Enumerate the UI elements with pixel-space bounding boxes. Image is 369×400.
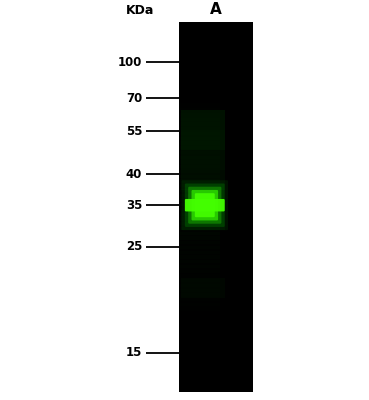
FancyBboxPatch shape: [185, 199, 225, 212]
Bar: [180, 293, 220, 301]
Bar: [180, 75, 220, 83]
Bar: [180, 265, 220, 273]
Text: 100: 100: [118, 56, 142, 68]
Bar: [180, 312, 220, 320]
FancyBboxPatch shape: [195, 193, 215, 217]
Bar: [180, 232, 220, 240]
Bar: [180, 203, 220, 211]
Bar: [180, 94, 220, 102]
Bar: [180, 132, 220, 140]
Bar: [180, 151, 220, 159]
Bar: [179, 22, 253, 392]
Bar: [180, 142, 220, 150]
Bar: [180, 303, 220, 311]
Bar: [180, 84, 220, 92]
FancyBboxPatch shape: [181, 278, 225, 298]
Bar: [180, 80, 220, 88]
FancyBboxPatch shape: [182, 180, 228, 230]
Bar: [180, 170, 220, 178]
Bar: [180, 288, 220, 296]
Bar: [180, 279, 220, 287]
Bar: [180, 260, 220, 268]
Bar: [180, 298, 220, 306]
Bar: [180, 241, 220, 249]
Bar: [180, 137, 220, 145]
Bar: [180, 255, 220, 263]
Bar: [180, 104, 220, 112]
Bar: [180, 113, 220, 121]
Bar: [180, 274, 220, 282]
FancyBboxPatch shape: [181, 110, 225, 130]
Bar: [180, 179, 220, 187]
Text: 55: 55: [125, 125, 142, 138]
Bar: [180, 284, 220, 292]
Bar: [180, 198, 220, 206]
FancyBboxPatch shape: [181, 130, 225, 150]
Bar: [180, 308, 220, 316]
Text: A: A: [210, 2, 222, 17]
Text: KDa: KDa: [126, 4, 154, 17]
Bar: [180, 336, 220, 344]
Bar: [180, 175, 220, 183]
Bar: [180, 165, 220, 173]
Bar: [180, 160, 220, 168]
FancyBboxPatch shape: [181, 150, 225, 170]
Bar: [180, 270, 220, 278]
Bar: [180, 250, 220, 258]
Text: 15: 15: [126, 346, 142, 359]
Bar: [180, 246, 220, 254]
FancyBboxPatch shape: [192, 190, 218, 220]
Bar: [180, 213, 220, 221]
Bar: [180, 322, 220, 330]
Bar: [180, 70, 220, 78]
Bar: [180, 227, 220, 235]
Text: 25: 25: [126, 240, 142, 253]
Bar: [180, 118, 220, 126]
Bar: [180, 208, 220, 216]
Bar: [180, 156, 220, 164]
FancyBboxPatch shape: [188, 187, 221, 224]
Bar: [180, 236, 220, 244]
Bar: [180, 222, 220, 230]
FancyBboxPatch shape: [185, 184, 225, 227]
Bar: [180, 326, 220, 334]
Bar: [180, 146, 220, 154]
FancyBboxPatch shape: [181, 170, 225, 190]
Bar: [180, 331, 220, 339]
FancyBboxPatch shape: [181, 210, 225, 230]
Text: 40: 40: [126, 168, 142, 180]
Bar: [180, 108, 220, 116]
Bar: [180, 317, 220, 325]
Bar: [180, 66, 220, 74]
Bar: [180, 189, 220, 197]
Bar: [180, 217, 220, 225]
Bar: [180, 99, 220, 107]
Bar: [180, 127, 220, 135]
Bar: [180, 184, 220, 192]
Bar: [180, 194, 220, 202]
Bar: [180, 122, 220, 130]
Text: 70: 70: [126, 92, 142, 104]
Bar: [180, 89, 220, 97]
Text: 35: 35: [126, 199, 142, 212]
